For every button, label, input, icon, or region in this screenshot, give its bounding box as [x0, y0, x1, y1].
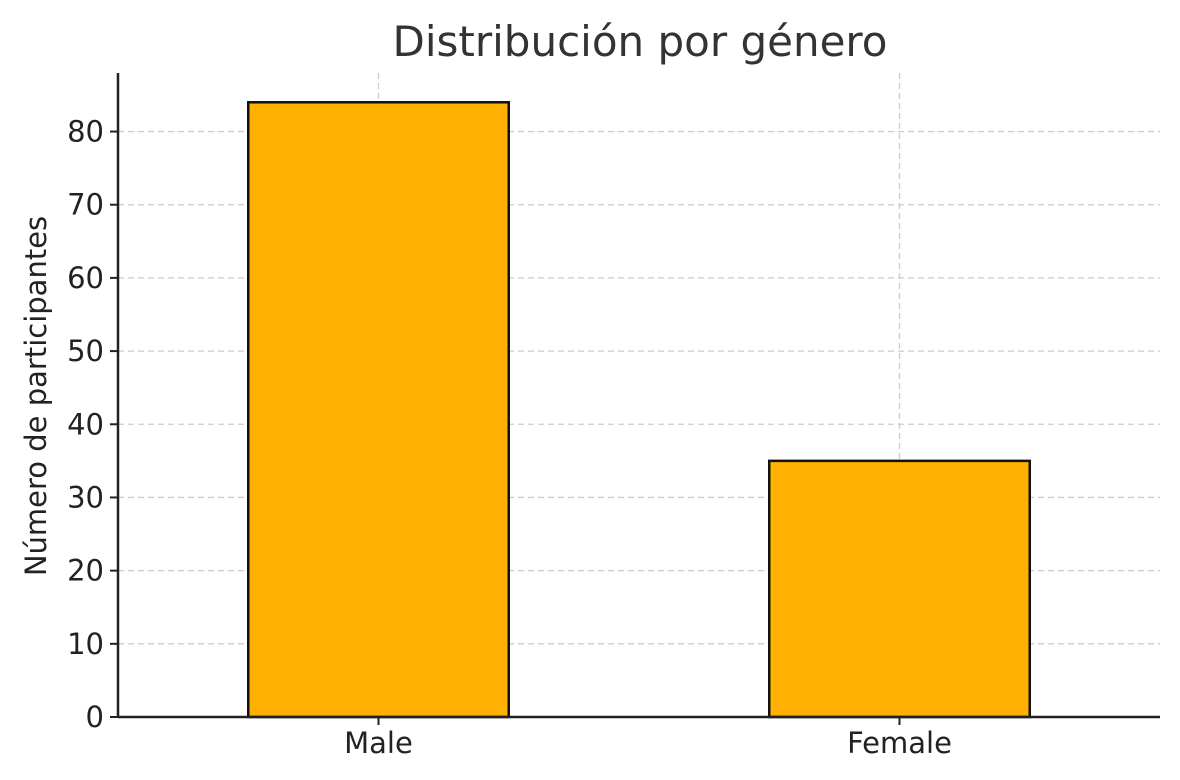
chart-title: Distribución por género — [393, 17, 888, 66]
x-tick-label: Female — [847, 726, 952, 760]
y-tick-label: 20 — [67, 554, 104, 588]
axes — [116, 73, 1160, 719]
y-tick-label: 0 — [86, 700, 104, 734]
y-axis-title: Número de participantes — [19, 216, 53, 576]
y-tick-label: 50 — [67, 334, 104, 368]
x-ticks: Male Female — [344, 717, 952, 760]
bar-male — [247, 101, 510, 719]
bar-female — [768, 459, 1031, 719]
y-tick-label: 80 — [67, 115, 104, 149]
bars — [247, 101, 1031, 719]
y-tick-label: 60 — [67, 261, 104, 295]
y-tick-label: 30 — [67, 480, 104, 514]
y-tick-label: 70 — [67, 188, 104, 222]
y-tick-label: 10 — [67, 627, 104, 661]
y-ticks: 0 10 20 30 40 50 60 70 80 — [67, 115, 118, 734]
x-tick-label: Male — [344, 726, 413, 760]
y-tick-label: 40 — [67, 407, 104, 441]
